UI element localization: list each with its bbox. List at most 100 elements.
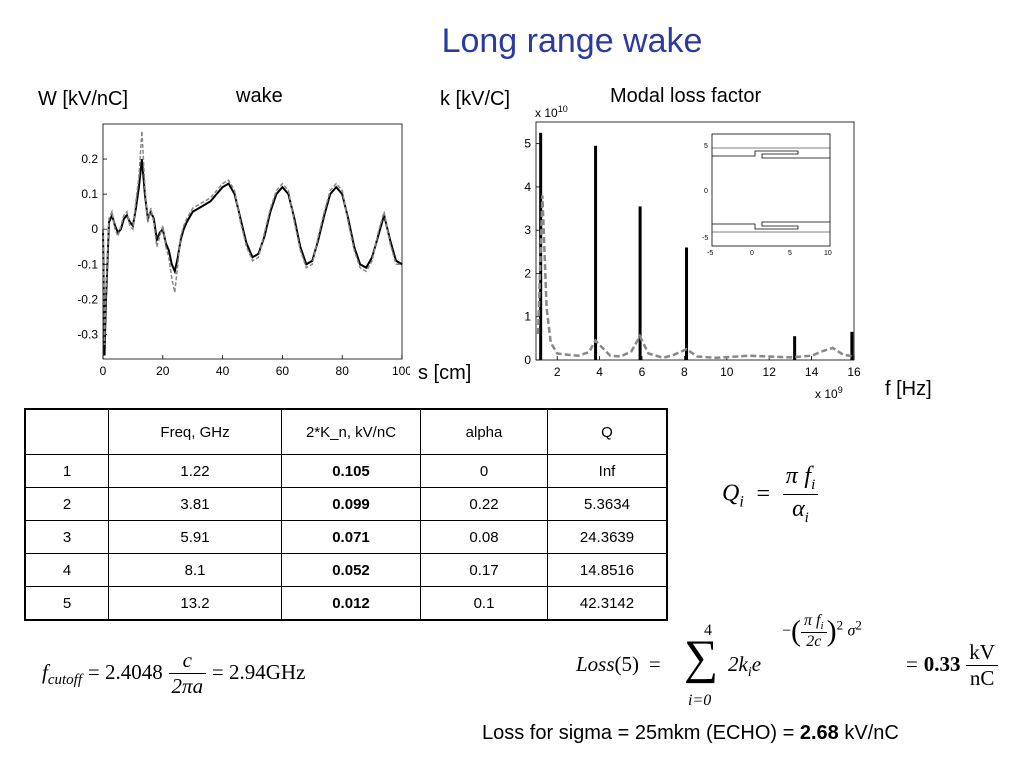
wake-ylabel: W [kV/nC]: [38, 88, 129, 110]
cutoff-subscript: cutoff: [47, 672, 83, 689]
loss-lhs: Loss: [576, 652, 615, 676]
loss-xtick-label: 4: [596, 365, 603, 379]
table-cell: 3: [24, 520, 109, 554]
table-cell: 0.08: [420, 520, 548, 554]
loss-ytick-label: 1: [524, 310, 531, 324]
cutoff-denominator: 2πa: [171, 674, 204, 698]
echo-loss-value: 2.68: [799, 722, 839, 744]
wake-ytick-label: 0.2: [81, 152, 98, 166]
echo-loss-label: Loss for sigma = 25mkm (ECHO) =: [482, 722, 800, 744]
table-cell: 4: [24, 553, 109, 587]
wake-series-solid: [102, 158, 403, 356]
q-formula: Qi = π fi αi: [722, 462, 819, 527]
exponent-subscript: i: [820, 620, 824, 633]
table-header: alpha: [420, 408, 548, 455]
q-subscript: i: [739, 493, 744, 511]
loss-xlabel: f [Hz]: [885, 378, 932, 400]
table-cell: 0.1: [420, 586, 548, 621]
loss-x-multiplier: x 109: [815, 385, 843, 401]
page-title: Long range wake: [441, 22, 703, 60]
loss-result-value: 0.33: [923, 652, 961, 677]
table-header-row: Freq, GHz 2*K_n, kV/nC alpha Q: [24, 408, 668, 455]
loss-bar: [594, 145, 598, 360]
loss-unit-denominator: nC: [969, 666, 995, 690]
inset-xtick: -5: [707, 250, 713, 257]
table-cell: 5.3634: [547, 487, 668, 521]
table-cell: 0.105: [281, 454, 421, 488]
loss-ytick-label: 0: [524, 353, 531, 367]
wake-plot-frame: [102, 123, 403, 360]
q-fraction: π fi αi: [782, 462, 819, 527]
table-row: 4 8.1 0.052 0.17 14.8516: [24, 553, 668, 587]
cutoff-fraction: c 2πa: [168, 648, 207, 699]
loss-result-equals: =: [906, 652, 918, 677]
inset-ytick: -5: [702, 235, 708, 242]
q-f-subscript: i: [811, 476, 816, 493]
loss-curve-dashed: [536, 195, 855, 360]
table-cell: 5.91: [108, 520, 282, 554]
loss-bar: [539, 132, 543, 360]
loss-term: 2k: [728, 652, 748, 676]
loss-equals: =: [648, 652, 661, 676]
mode-parameters-table: Freq, GHz 2*K_n, kV/nC alpha Q 1 1.22 0.…: [24, 408, 668, 621]
table-cell: 0: [420, 454, 548, 488]
table-cell: Inf: [547, 454, 668, 488]
inset-ytick: 0: [704, 188, 708, 195]
table-cell: 0.17: [420, 553, 548, 587]
loss-arg: (5): [614, 652, 640, 676]
loss-bar: [793, 336, 797, 360]
loss-xtick-label: 16: [847, 365, 861, 379]
loss-y-multiplier: x 1010: [535, 104, 568, 120]
table-cell: 42.3142: [547, 586, 668, 621]
exponent-numerator: π f: [804, 612, 821, 629]
table-cell: 0.071: [281, 520, 421, 554]
inset-xtick: 10: [824, 250, 832, 257]
q-f: f: [804, 463, 812, 489]
loss-ytick-label: 5: [524, 137, 531, 151]
wake-xtick-label: 20: [156, 364, 170, 378]
table-cell: 13.2: [108, 586, 282, 621]
sum-symbol: ∑: [684, 631, 719, 684]
table-cell: 24.3639: [547, 520, 668, 554]
wake-xtick-label: 0: [100, 364, 107, 378]
table-row: 2 3.81 0.099 0.22 5.3634: [24, 487, 668, 521]
wake-ytick-label: -0.1: [77, 257, 98, 271]
inset-geometry-plot: 5 0 -5 -5 0 5 10: [702, 133, 832, 257]
cutoff-result: = 2.94GHz: [211, 660, 306, 685]
loss-ytick-label: 3: [524, 223, 531, 237]
loss-exponent: −(π fi 2c)2 σ2: [782, 612, 862, 651]
q-alpha: α: [792, 495, 805, 522]
loss-plot-title: Modal loss factor: [610, 85, 762, 107]
echo-loss-unit: kV/nC: [838, 722, 899, 744]
loss-result: = 0.33 kV nC: [906, 640, 998, 691]
loss-ytick-label: 2: [524, 266, 531, 280]
loss-bar: [638, 206, 642, 360]
loss-unit-numerator: kV: [966, 640, 998, 666]
exponent-denominator: 2c: [806, 633, 822, 651]
table-header: Q: [547, 408, 668, 455]
table-cell: 3.81: [108, 487, 282, 521]
sigma-exponent: 2: [855, 617, 862, 633]
loss-xtick-label: 14: [805, 365, 819, 379]
q-pi: π: [785, 463, 798, 489]
table-row: 5 13.2 0.012 0.1 42.3142: [24, 586, 668, 621]
wake-xtick-label: 60: [276, 364, 290, 378]
wake-xtick-label: 40: [216, 364, 230, 378]
table-header: Freq, GHz: [108, 408, 282, 455]
table-cell: 0.012: [281, 586, 421, 621]
wake-ytick-label: 0.1: [81, 187, 98, 201]
table-cell: 0.052: [281, 553, 421, 587]
inset-ytick: 5: [704, 143, 708, 150]
wake-ytick-label: 0: [91, 222, 98, 236]
q-symbol: Q: [722, 480, 740, 507]
table-row: 1 1.22 0.105 0 Inf: [24, 454, 668, 488]
inset-xtick: 5: [788, 250, 792, 257]
table-header: 2*K_n, kV/nC: [281, 408, 421, 455]
sigma-symbol: σ: [847, 622, 856, 640]
wake-plot-title: wake: [236, 85, 283, 107]
loss-ytick-label: 4: [524, 180, 531, 194]
table-cell: 2: [24, 487, 109, 521]
loss-xtick-label: 10: [720, 365, 734, 379]
table-header: [24, 408, 109, 455]
